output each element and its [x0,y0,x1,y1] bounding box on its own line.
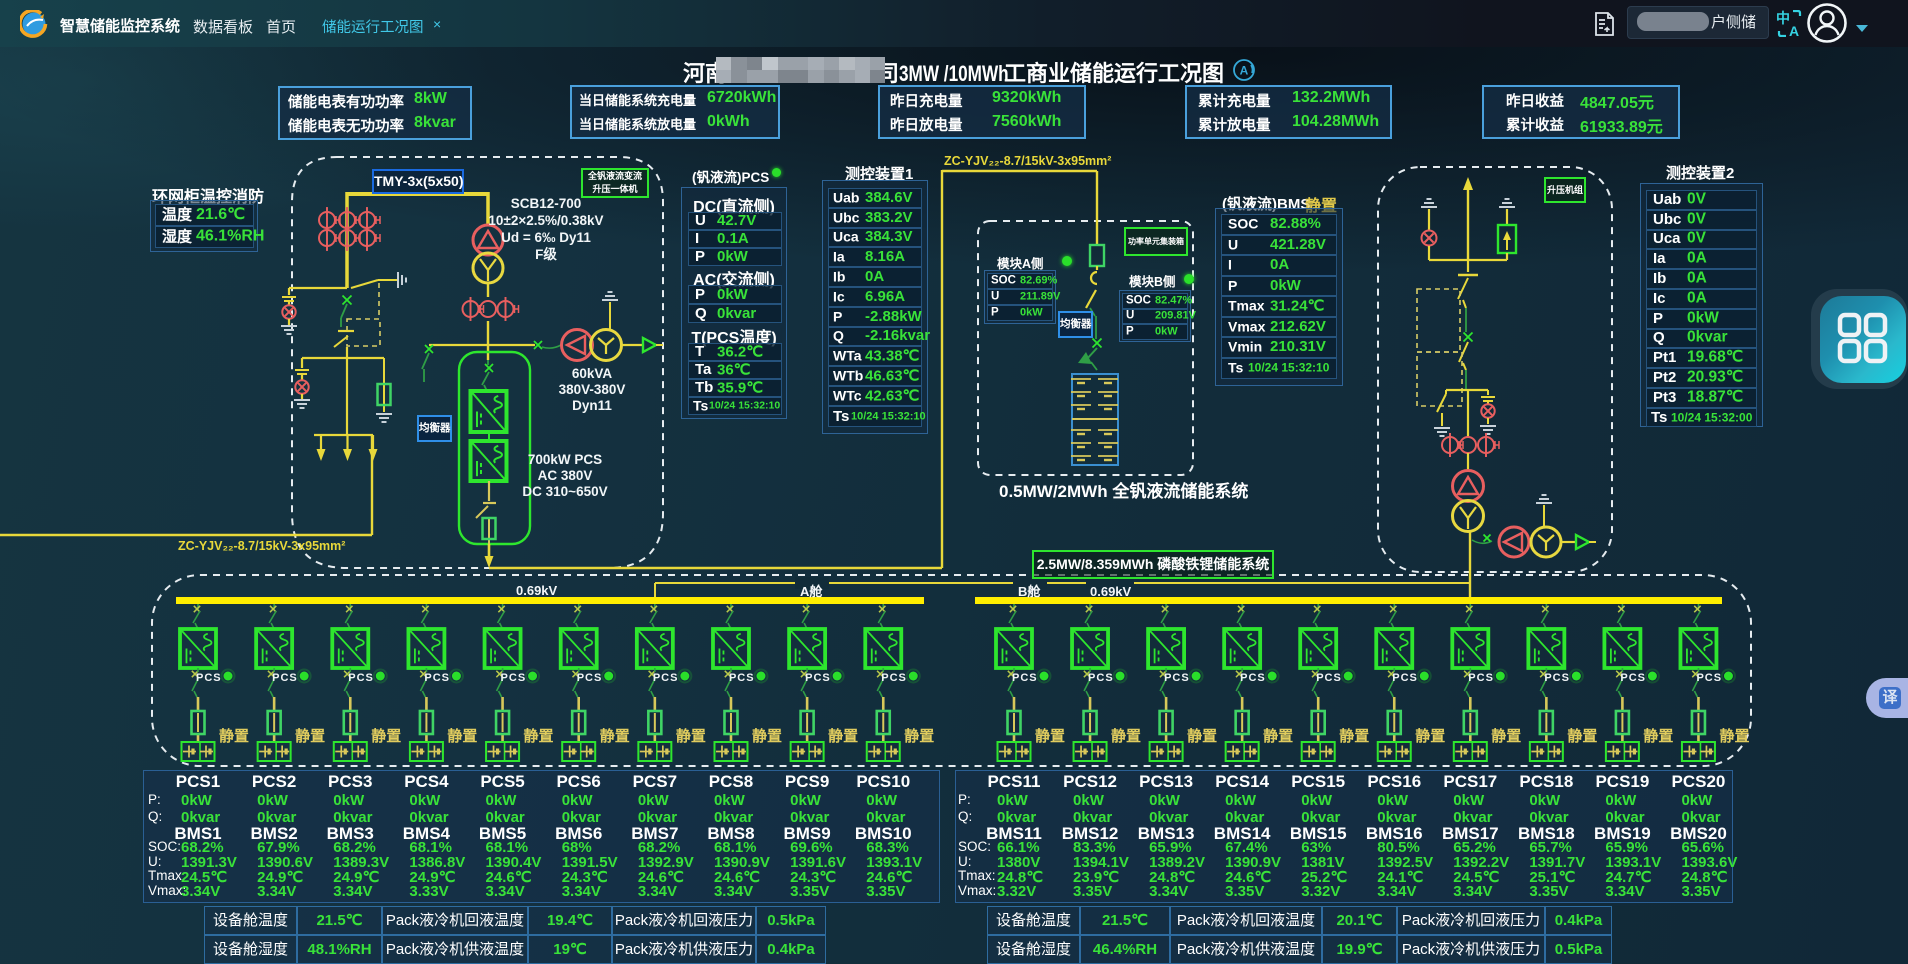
svg-text:静置: 静置 [1643,727,1673,745]
svg-text:静置: 静置 [371,727,401,745]
svg-text:PCS: PCS [272,672,298,684]
svg-text:DC 310~650V: DC 310~650V [522,484,607,499]
svg-text:PCS: PCS [1164,672,1190,684]
svg-text:静置: 静置 [600,727,630,745]
svg-text:B舱: B舱 [1018,584,1041,599]
svg-text:Dyn11: Dyn11 [572,398,612,413]
svg-text:PCS: PCS [653,672,679,684]
svg-text:700kW PCS: 700kW PCS [528,452,602,467]
svg-text:静置: 静置 [1035,727,1065,745]
svg-text:PCS: PCS [1468,672,1494,684]
svg-text:SCB12-700: SCB12-700 [511,196,582,211]
svg-text:静置: 静置 [1339,727,1369,745]
svg-text:10±2×2.5%/0.38kV: 10±2×2.5%/0.38kV [488,213,603,228]
svg-text:0.69kV: 0.69kV [516,583,558,598]
svg-text:静置: 静置 [524,727,554,745]
svg-text:A: A [1240,64,1249,78]
svg-text:静置: 静置 [447,727,477,745]
svg-text:F级: F级 [535,246,557,262]
svg-text:PCS: PCS [1696,672,1722,684]
svg-text:静置: 静置 [1415,727,1445,745]
svg-text:静置: 静置 [1491,727,1521,745]
svg-text:PCS: PCS [1544,672,1570,684]
svg-text:PCS: PCS [424,672,450,684]
svg-text:0.69kV: 0.69kV [1090,584,1132,599]
svg-text:静置: 静置 [219,727,249,745]
svg-text:ZC-YJV₂₂-8.7/15kV-3x95mm²: ZC-YJV₂₂-8.7/15kV-3x95mm² [178,539,345,553]
svg-text:静置: 静置 [1187,727,1217,745]
svg-text:静置: 静置 [1111,727,1141,745]
svg-text:静置: 静置 [828,727,858,745]
svg-text:静置: 静置 [752,727,782,745]
svg-text:PCS: PCS [1620,672,1646,684]
svg-text:PCS: PCS [577,672,603,684]
svg-text:PCS: PCS [1088,672,1114,684]
svg-text:ZC-YJV₂₂-8.7/15kV-3x95mm²: ZC-YJV₂₂-8.7/15kV-3x95mm² [944,154,1111,168]
svg-text:静置: 静置 [1567,727,1597,745]
svg-text:PCS: PCS [1240,672,1266,684]
svg-text:PCS: PCS [881,672,907,684]
svg-text:PCS: PCS [1316,672,1342,684]
svg-text:PCS: PCS [501,672,527,684]
svg-text:PCS: PCS [348,672,374,684]
svg-text:AC 380V: AC 380V [538,468,593,483]
svg-text:380V-380V: 380V-380V [559,382,626,397]
svg-text:静置: 静置 [1719,727,1749,745]
svg-text:A舱: A舱 [800,584,823,599]
svg-text:A: A [1789,23,1799,37]
svg-text:静置: 静置 [676,727,706,745]
svg-text:静置: 静置 [295,727,325,745]
svg-text:中: 中 [1776,10,1790,26]
svg-text:PCS: PCS [1392,672,1418,684]
svg-text:Ud = 6‰ Dy11: Ud = 6‰ Dy11 [501,230,591,245]
svg-text:PCS: PCS [196,672,222,684]
svg-text:静置: 静置 [904,727,934,745]
svg-text:PCS: PCS [1012,672,1038,684]
svg-text:PCS: PCS [805,672,831,684]
svg-text:60kVA: 60kVA [572,366,613,381]
svg-text:静置: 静置 [1263,727,1293,745]
svg-text:PCS: PCS [729,672,755,684]
